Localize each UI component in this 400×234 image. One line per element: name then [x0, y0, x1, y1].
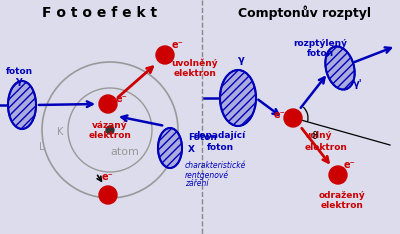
Text: elektron: elektron: [88, 132, 132, 140]
Text: e⁻: e⁻: [171, 40, 183, 50]
Circle shape: [156, 46, 174, 64]
Text: elektron: elektron: [174, 69, 216, 78]
Text: e⁻: e⁻: [344, 160, 356, 170]
Circle shape: [329, 166, 347, 184]
Text: foton: foton: [206, 143, 234, 151]
Ellipse shape: [158, 128, 182, 168]
Text: atom: atom: [110, 147, 140, 157]
Ellipse shape: [325, 46, 355, 90]
Text: rozptýlený: rozptýlený: [293, 39, 347, 48]
Text: charakteristické: charakteristické: [185, 161, 246, 171]
Text: foton: foton: [6, 66, 32, 76]
Text: e⁻: e⁻: [116, 94, 128, 104]
Text: volný: volný: [305, 132, 332, 140]
Text: ϑ: ϑ: [312, 131, 318, 141]
Ellipse shape: [8, 81, 36, 129]
Text: K: K: [57, 127, 63, 137]
Text: záření: záření: [185, 179, 208, 189]
Text: F o t o e f e k t: F o t o e f e k t: [42, 6, 158, 20]
Circle shape: [106, 126, 114, 134]
Text: vázaný: vázaný: [92, 121, 128, 131]
Text: dopadající: dopadající: [194, 132, 246, 140]
Text: γ: γ: [16, 76, 22, 86]
Text: e⁻: e⁻: [273, 110, 285, 120]
Text: uvolněný: uvolněný: [172, 58, 218, 68]
Circle shape: [284, 109, 302, 127]
Text: L: L: [39, 142, 45, 152]
Circle shape: [99, 186, 117, 204]
Text: γ': γ': [353, 79, 363, 89]
Circle shape: [99, 95, 117, 113]
Text: Foton: Foton: [188, 134, 217, 143]
Text: rentgenové: rentgenové: [185, 170, 229, 180]
Text: Comptonův rozptyl: Comptonův rozptyl: [238, 6, 372, 20]
Text: odražený: odražený: [319, 190, 365, 200]
Text: e⁻: e⁻: [102, 172, 114, 182]
Text: elektron: elektron: [305, 143, 348, 151]
Text: X: X: [188, 146, 195, 154]
Text: elektron: elektron: [320, 201, 364, 211]
Text: foton: foton: [306, 48, 334, 58]
Ellipse shape: [220, 70, 256, 126]
Text: γ: γ: [238, 55, 244, 65]
